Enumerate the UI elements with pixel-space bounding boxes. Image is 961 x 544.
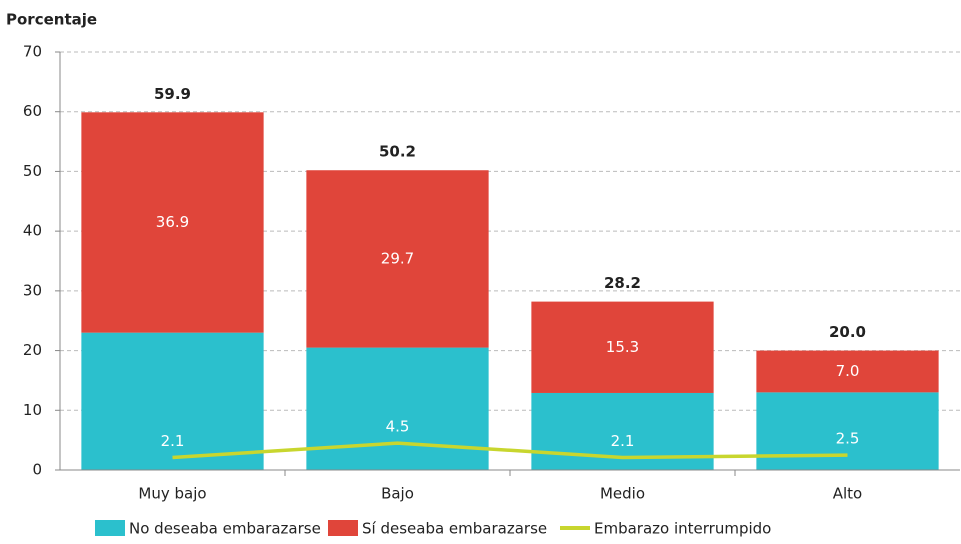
y-tick-label: 70: [23, 43, 42, 61]
y-tick-label: 20: [23, 341, 42, 359]
legend-label: Sí deseaba embarazarse: [362, 520, 547, 538]
segment-label: 15.3: [606, 338, 639, 356]
segment-label: 36.9: [156, 213, 189, 231]
x-tick-label: Bajo: [381, 485, 414, 503]
bar-segment: [306, 347, 489, 470]
x-tick-label: Medio: [600, 485, 645, 503]
line-label: 2.5: [836, 430, 860, 448]
bar-segment: [756, 350, 939, 393]
legend-label: Embarazo interrumpido: [594, 520, 771, 538]
total-label: 20.0: [829, 323, 866, 341]
bar-segment: [81, 112, 264, 333]
total-label: 50.2: [379, 143, 416, 161]
bar-segment: [531, 301, 714, 393]
bar-segment: [81, 332, 264, 470]
line-label: 4.5: [386, 418, 410, 436]
y-tick-label: 30: [23, 281, 42, 299]
segment-label: 29.7: [381, 249, 414, 267]
y-tick-label: 40: [23, 222, 42, 240]
y-axis-label: Porcentaje: [6, 11, 97, 29]
total-label: 59.9: [154, 85, 191, 103]
legend-label: No deseaba embarazarse: [129, 520, 321, 538]
legend-swatch: [95, 520, 125, 536]
total-label: 28.2: [604, 274, 641, 292]
segment-label: 7.0: [836, 362, 860, 380]
y-tick-label: 0: [32, 461, 42, 479]
legend-swatch: [328, 520, 358, 536]
x-tick-label: Alto: [833, 485, 863, 503]
line-label: 2.1: [161, 432, 185, 450]
y-tick-label: 60: [23, 102, 42, 120]
line-series: [172, 441, 848, 460]
line-label: 2.1: [611, 432, 635, 450]
bar-segment: [306, 170, 489, 348]
x-tick-label: Muy bajo: [138, 485, 206, 503]
y-tick-label: 10: [23, 401, 42, 419]
y-tick-label: 50: [23, 162, 42, 180]
